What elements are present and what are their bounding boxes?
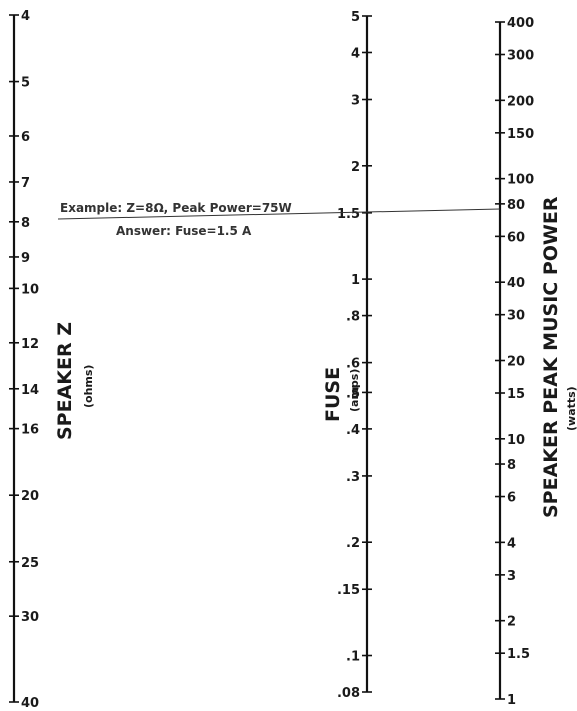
fuse-tick-label: 1: [351, 273, 360, 288]
peak-power-tick-label: 15: [507, 387, 525, 402]
speaker-z-tick-label: 10: [21, 282, 39, 297]
peak-power-tick-label: 300: [507, 49, 534, 64]
speaker-z-unit-text: (ohms): [82, 365, 95, 408]
speaker-z-tick-label: 6: [21, 130, 30, 145]
fuse-tick-label: .08: [337, 686, 360, 701]
fuse-unit-text: (amps): [348, 369, 361, 412]
speaker-z-tick-label: 20: [21, 489, 39, 504]
speaker-z-tick-label: 14: [21, 383, 39, 398]
fuse-unit: (amps): [348, 369, 361, 412]
peak-power-tick-label: 20: [507, 355, 525, 370]
speaker-z-tick-label: 25: [21, 556, 39, 571]
power-ticks: 400 300 200 150 100 80 60 40 30 20 15 10 8 6 4 3 2 1.5 1: [495, 16, 534, 708]
peak-power-tick-label: 200: [507, 94, 534, 109]
peak-power-tick-label: 40: [507, 276, 525, 291]
power-title-text: SPEAKER PEAK MUSIC POWER: [540, 196, 562, 518]
speaker-z-title-text: SPEAKER Z: [54, 322, 76, 440]
peak-power-tick-label: 6: [507, 491, 516, 506]
speaker-z-tick-label: 12: [21, 337, 39, 352]
peak-power-tick-label: 8: [507, 458, 516, 473]
fuse-tick-label: 2: [351, 160, 360, 175]
fuse-tick-label: 1.5: [337, 207, 360, 222]
fuse-tick-label: .3: [346, 470, 360, 485]
peak-power-tick-label: 1.5: [507, 647, 530, 662]
peak-power-tick-label: 3: [507, 569, 516, 584]
speaker-z-tick-label: 30: [21, 610, 39, 625]
fuse-title: FUSE: [322, 367, 344, 422]
peak-power-tick-label: 400: [507, 16, 534, 31]
example-text: Example: Z=8Ω, Peak Power=75W: [60, 201, 292, 215]
peak-power-tick-label: 60: [507, 230, 525, 245]
peak-power-tick-label: 100: [507, 173, 534, 188]
power-unit-text: (watts): [565, 386, 577, 431]
speaker-z-tick-label: 40: [21, 696, 39, 711]
speaker-z-tick-label: 4: [21, 9, 30, 24]
power-unit: (watts): [565, 386, 577, 431]
peak-power-tick-label: 80: [507, 198, 525, 213]
peak-power-tick-label: 1: [507, 693, 516, 708]
example-line: [57, 208, 501, 220]
peak-power-tick-label: 4: [507, 536, 516, 551]
speaker-z-tick-label: 9: [21, 251, 30, 266]
fuse-tick-label: .6: [346, 357, 360, 372]
fuse-tick-label: .8: [346, 310, 360, 325]
fuse-title-text: FUSE: [322, 367, 344, 422]
speaker-z-ticks: 4 5 6 7 8 9 10 12 14 16 20 25 30 40: [9, 9, 39, 711]
fuse-tick-label: .5: [346, 386, 360, 401]
fuse-tick-label: .4: [346, 423, 360, 438]
fuse-tick-label: 3: [351, 94, 360, 109]
speaker-z-tick-label: 16: [21, 423, 39, 438]
answer-text: Answer: Fuse=1.5 A: [116, 224, 252, 238]
peak-power-tick-label: 10: [507, 433, 525, 448]
speaker-z-tick-label: 5: [21, 76, 30, 91]
speaker-z-unit: (ohms): [82, 365, 95, 408]
speaker-z-tick-label: 7: [21, 176, 30, 191]
peak-power-tick-label: 30: [507, 309, 525, 324]
power-title: SPEAKER PEAK MUSIC POWER: [540, 196, 562, 518]
peak-power-tick-label: 2: [507, 615, 516, 630]
fuse-tick-label: .15: [337, 583, 360, 598]
peak-power-tick-label: 150: [507, 127, 534, 142]
fuse-tick-label: 5: [351, 10, 360, 25]
fuse-tick-label: .1: [346, 650, 360, 665]
speaker-z-title: SPEAKER Z: [54, 322, 76, 440]
fuse-ticks: 5 4 3 2 1.5 1 .8 .6 .5 .4 .3 .2 .15 .1 .08: [337, 10, 372, 701]
fuse-tick-label: .2: [346, 536, 360, 551]
fuse-tick-label: 4: [351, 46, 360, 61]
speaker-z-tick-label: 8: [21, 216, 30, 231]
